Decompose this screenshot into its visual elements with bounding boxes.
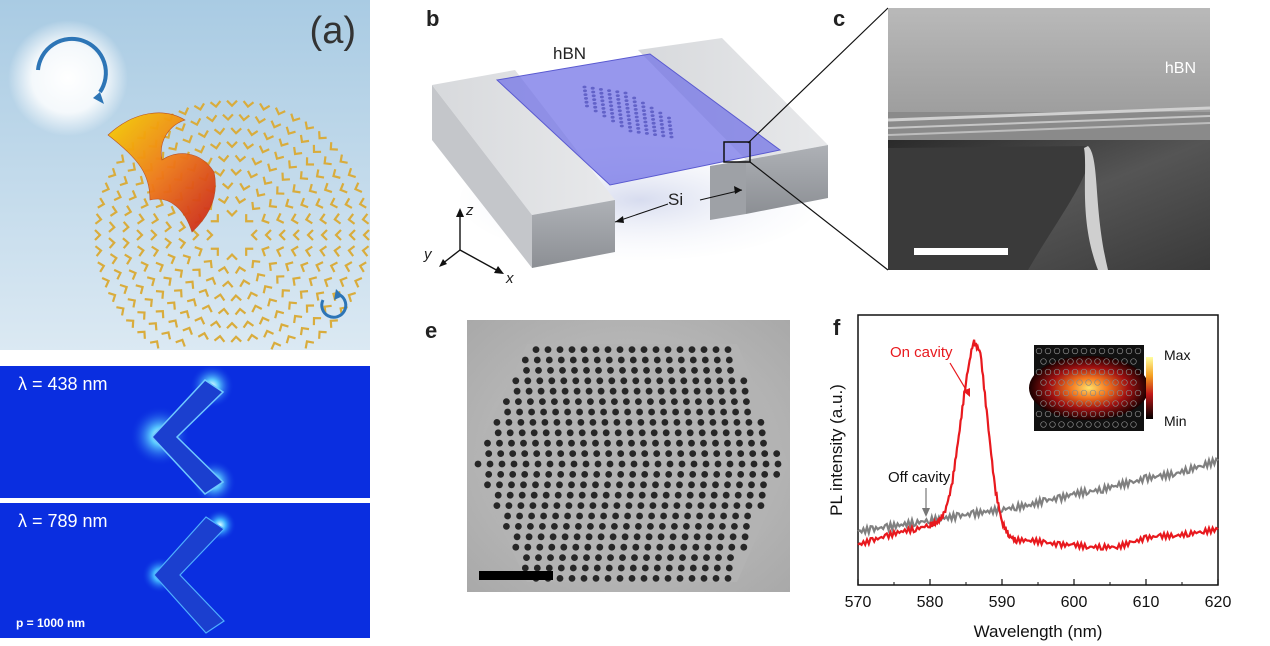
hole-lattice bbox=[474, 346, 782, 582]
panel-label-f: f bbox=[833, 315, 841, 340]
small-arrowhead-icon bbox=[334, 289, 343, 300]
axis-z-label: z bbox=[466, 202, 474, 219]
circular-arrow-icon bbox=[36, 36, 108, 94]
mode-profile-inset: Max Min bbox=[1029, 345, 1190, 431]
panel-label-e: e bbox=[425, 318, 438, 343]
si-label: Si bbox=[668, 190, 684, 209]
x-axis-label: Wavelength (nm) bbox=[974, 622, 1103, 641]
hbn-label-c: hBN bbox=[1164, 60, 1196, 77]
si-block-left-top bbox=[432, 70, 615, 215]
scale-bar-c bbox=[914, 248, 1008, 255]
si-block-left-side bbox=[432, 85, 532, 268]
zoom-box bbox=[723, 141, 751, 163]
photonic-crystal-holes bbox=[582, 85, 674, 139]
colorbar bbox=[1146, 357, 1153, 419]
xyz-axes-icon bbox=[439, 208, 504, 274]
photonic-crystal-sem bbox=[467, 320, 790, 592]
pl-spectrum-chart: 570 580 590 600 610 620 Wavelength (nm) PL in… bbox=[827, 314, 1232, 641]
panel-label-b: b bbox=[426, 6, 440, 31]
y-axis-label: PL intensity (a.u.) bbox=[827, 384, 846, 516]
small-circular-arrow-icon bbox=[320, 293, 348, 319]
scattered-beam-shape bbox=[107, 112, 216, 233]
field-map-438 bbox=[130, 366, 236, 498]
x-tick-label: 610 bbox=[1133, 594, 1160, 611]
simulation-map-789: λ = 789 nm p = 1000 nm bbox=[0, 503, 370, 638]
wavelength-label-789: λ = 789 nm bbox=[18, 511, 108, 531]
period-label: p = 1000 nm bbox=[16, 616, 86, 630]
scale-bar-e bbox=[479, 571, 553, 580]
panel-label-c: c bbox=[833, 6, 846, 31]
series-off-cavity bbox=[857, 455, 1219, 538]
panel-label-a: (a) bbox=[309, 10, 356, 52]
si-block-right-front bbox=[746, 145, 828, 214]
x-tick-label: 620 bbox=[1205, 594, 1232, 611]
hbn-membrane bbox=[495, 53, 782, 186]
x-tick-label: 590 bbox=[989, 594, 1016, 611]
panel-f-chart: 570 580 590 600 610 620 Wavelength (nm) PL in… bbox=[820, 305, 1260, 645]
axis-x-label: x bbox=[506, 270, 514, 287]
colorbar-min-label: Min bbox=[1164, 413, 1187, 429]
x-tick-label: 580 bbox=[917, 594, 944, 611]
panel-a-illustration: (a) bbox=[0, 0, 370, 350]
panel-b-device-schematic: b hBN Si z y x bbox=[410, 0, 850, 300]
simulation-map-438: λ = 438 nm bbox=[0, 366, 370, 498]
on-cavity-annotation: On cavity bbox=[890, 344, 953, 361]
x-tick-label: 570 bbox=[845, 594, 872, 611]
sem-cross-section bbox=[888, 8, 1210, 270]
arrowhead-icon bbox=[93, 92, 104, 104]
field-map-789 bbox=[142, 509, 236, 634]
si-block-left-front bbox=[532, 200, 615, 268]
panel-e-sem-image bbox=[467, 320, 790, 592]
hbn-label-b: hBN bbox=[553, 44, 587, 63]
colorbar-max-label: Max bbox=[1164, 347, 1190, 363]
off-cavity-annotation: Off cavity bbox=[888, 469, 951, 486]
si-block-right-top bbox=[638, 38, 828, 160]
metasurface-illustration bbox=[0, 0, 370, 350]
panel-c-sem-image: hBN bbox=[888, 8, 1210, 270]
device-3d-schematic bbox=[432, 38, 828, 274]
axis-y-label: y bbox=[424, 246, 432, 263]
wavelength-label-438: λ = 438 nm bbox=[18, 374, 108, 394]
series-on-cavity bbox=[857, 339, 1219, 552]
x-tick-label: 600 bbox=[1061, 594, 1088, 611]
